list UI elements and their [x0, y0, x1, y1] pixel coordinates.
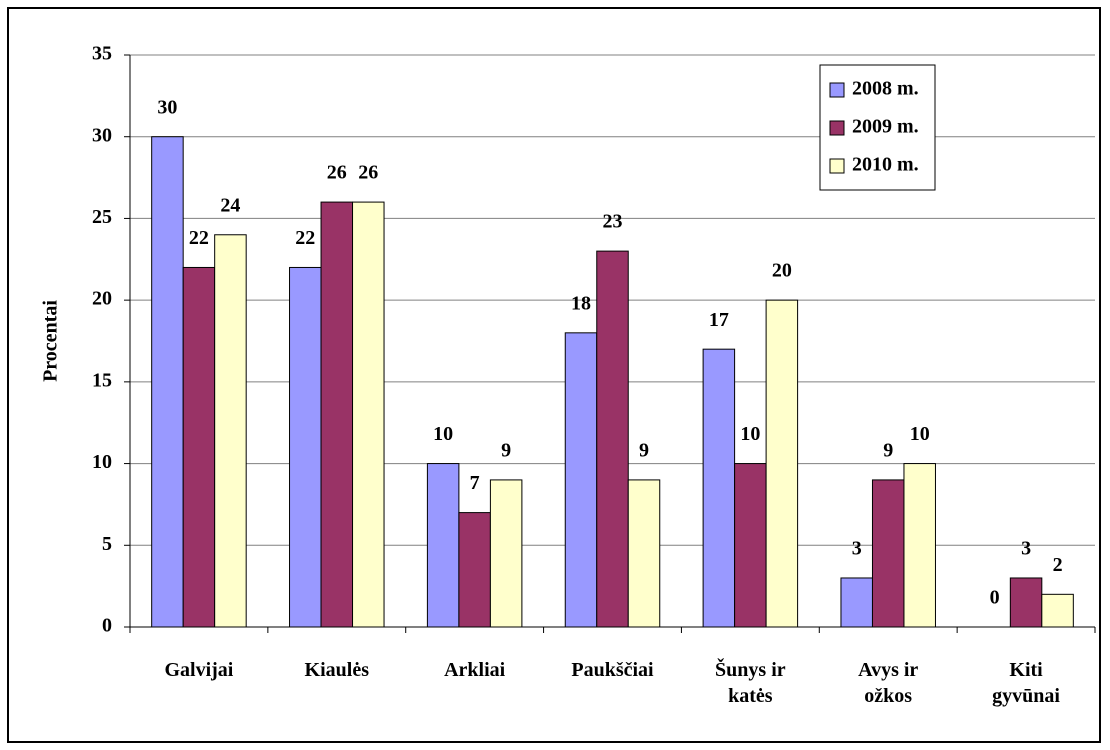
- y-tick-label: 35: [92, 43, 112, 65]
- x-tick-label: Kiti gyvūnai: [992, 659, 1060, 707]
- bar: [765, 299, 799, 628]
- y-tick-label: 15: [92, 369, 112, 391]
- y-tick-label: 10: [92, 451, 112, 473]
- bar: [871, 479, 905, 628]
- data-label: 7: [470, 472, 480, 494]
- bar: [702, 348, 736, 628]
- data-label: 17: [709, 309, 729, 331]
- legend-swatch: [829, 82, 845, 98]
- legend-label: 2009 m.: [852, 116, 919, 138]
- data-label: 9: [639, 440, 649, 462]
- x-tick-label: Paukščiai: [571, 659, 654, 681]
- data-label: 10: [740, 423, 760, 445]
- data-label: 22: [295, 227, 315, 249]
- bar: [903, 463, 936, 628]
- legend-label: 2010 m.: [852, 154, 919, 176]
- y-tick-label: 20: [92, 288, 112, 310]
- legend-label: 2008 m.: [852, 78, 919, 100]
- bar: [1009, 577, 1043, 628]
- data-label: 23: [603, 211, 623, 233]
- data-label: 22: [189, 227, 209, 249]
- legend-swatch: [829, 158, 845, 174]
- bar: [182, 266, 216, 628]
- data-label: 30: [157, 96, 177, 118]
- x-tick-label: Šunys ir katės: [715, 659, 786, 707]
- bar: [596, 250, 629, 628]
- y-tick-label: 30: [92, 124, 112, 146]
- bar: [151, 136, 184, 628]
- x-tick-label: Avys ir ožkos: [858, 659, 919, 707]
- y-axis-label: Procentai: [40, 300, 62, 382]
- x-tick-label: Galvijai: [164, 659, 234, 681]
- bar: [352, 201, 385, 628]
- data-label: 20: [772, 260, 792, 282]
- data-label: 18: [571, 292, 591, 314]
- bar: [214, 234, 247, 628]
- bar: [320, 201, 354, 628]
- data-label: 9: [883, 440, 893, 462]
- bar: [840, 577, 873, 628]
- data-label: 24: [220, 194, 240, 216]
- x-tick-label: Arkliai: [444, 659, 506, 681]
- data-label: 26: [327, 162, 347, 184]
- bar: [426, 463, 460, 628]
- data-label: 3: [852, 538, 862, 560]
- bar: [289, 266, 322, 628]
- y-tick-label: 5: [102, 533, 112, 555]
- bar: [1041, 593, 1074, 628]
- bar: [564, 332, 598, 628]
- data-label: 2: [1053, 554, 1063, 576]
- bar: [489, 479, 523, 628]
- bar: [734, 463, 767, 628]
- data-label: 10: [433, 423, 453, 445]
- legend-swatch: [829, 120, 845, 136]
- bar: [627, 479, 661, 628]
- x-tick-label: Kiaulės: [304, 659, 369, 681]
- data-label: 9: [501, 440, 511, 462]
- bar: [458, 512, 491, 628]
- data-label: 0: [990, 587, 1000, 609]
- data-label: 26: [358, 162, 378, 184]
- y-tick-label: 0: [102, 615, 112, 637]
- data-label: 3: [1021, 538, 1031, 560]
- data-label: 10: [910, 423, 930, 445]
- y-tick-label: 25: [92, 206, 112, 228]
